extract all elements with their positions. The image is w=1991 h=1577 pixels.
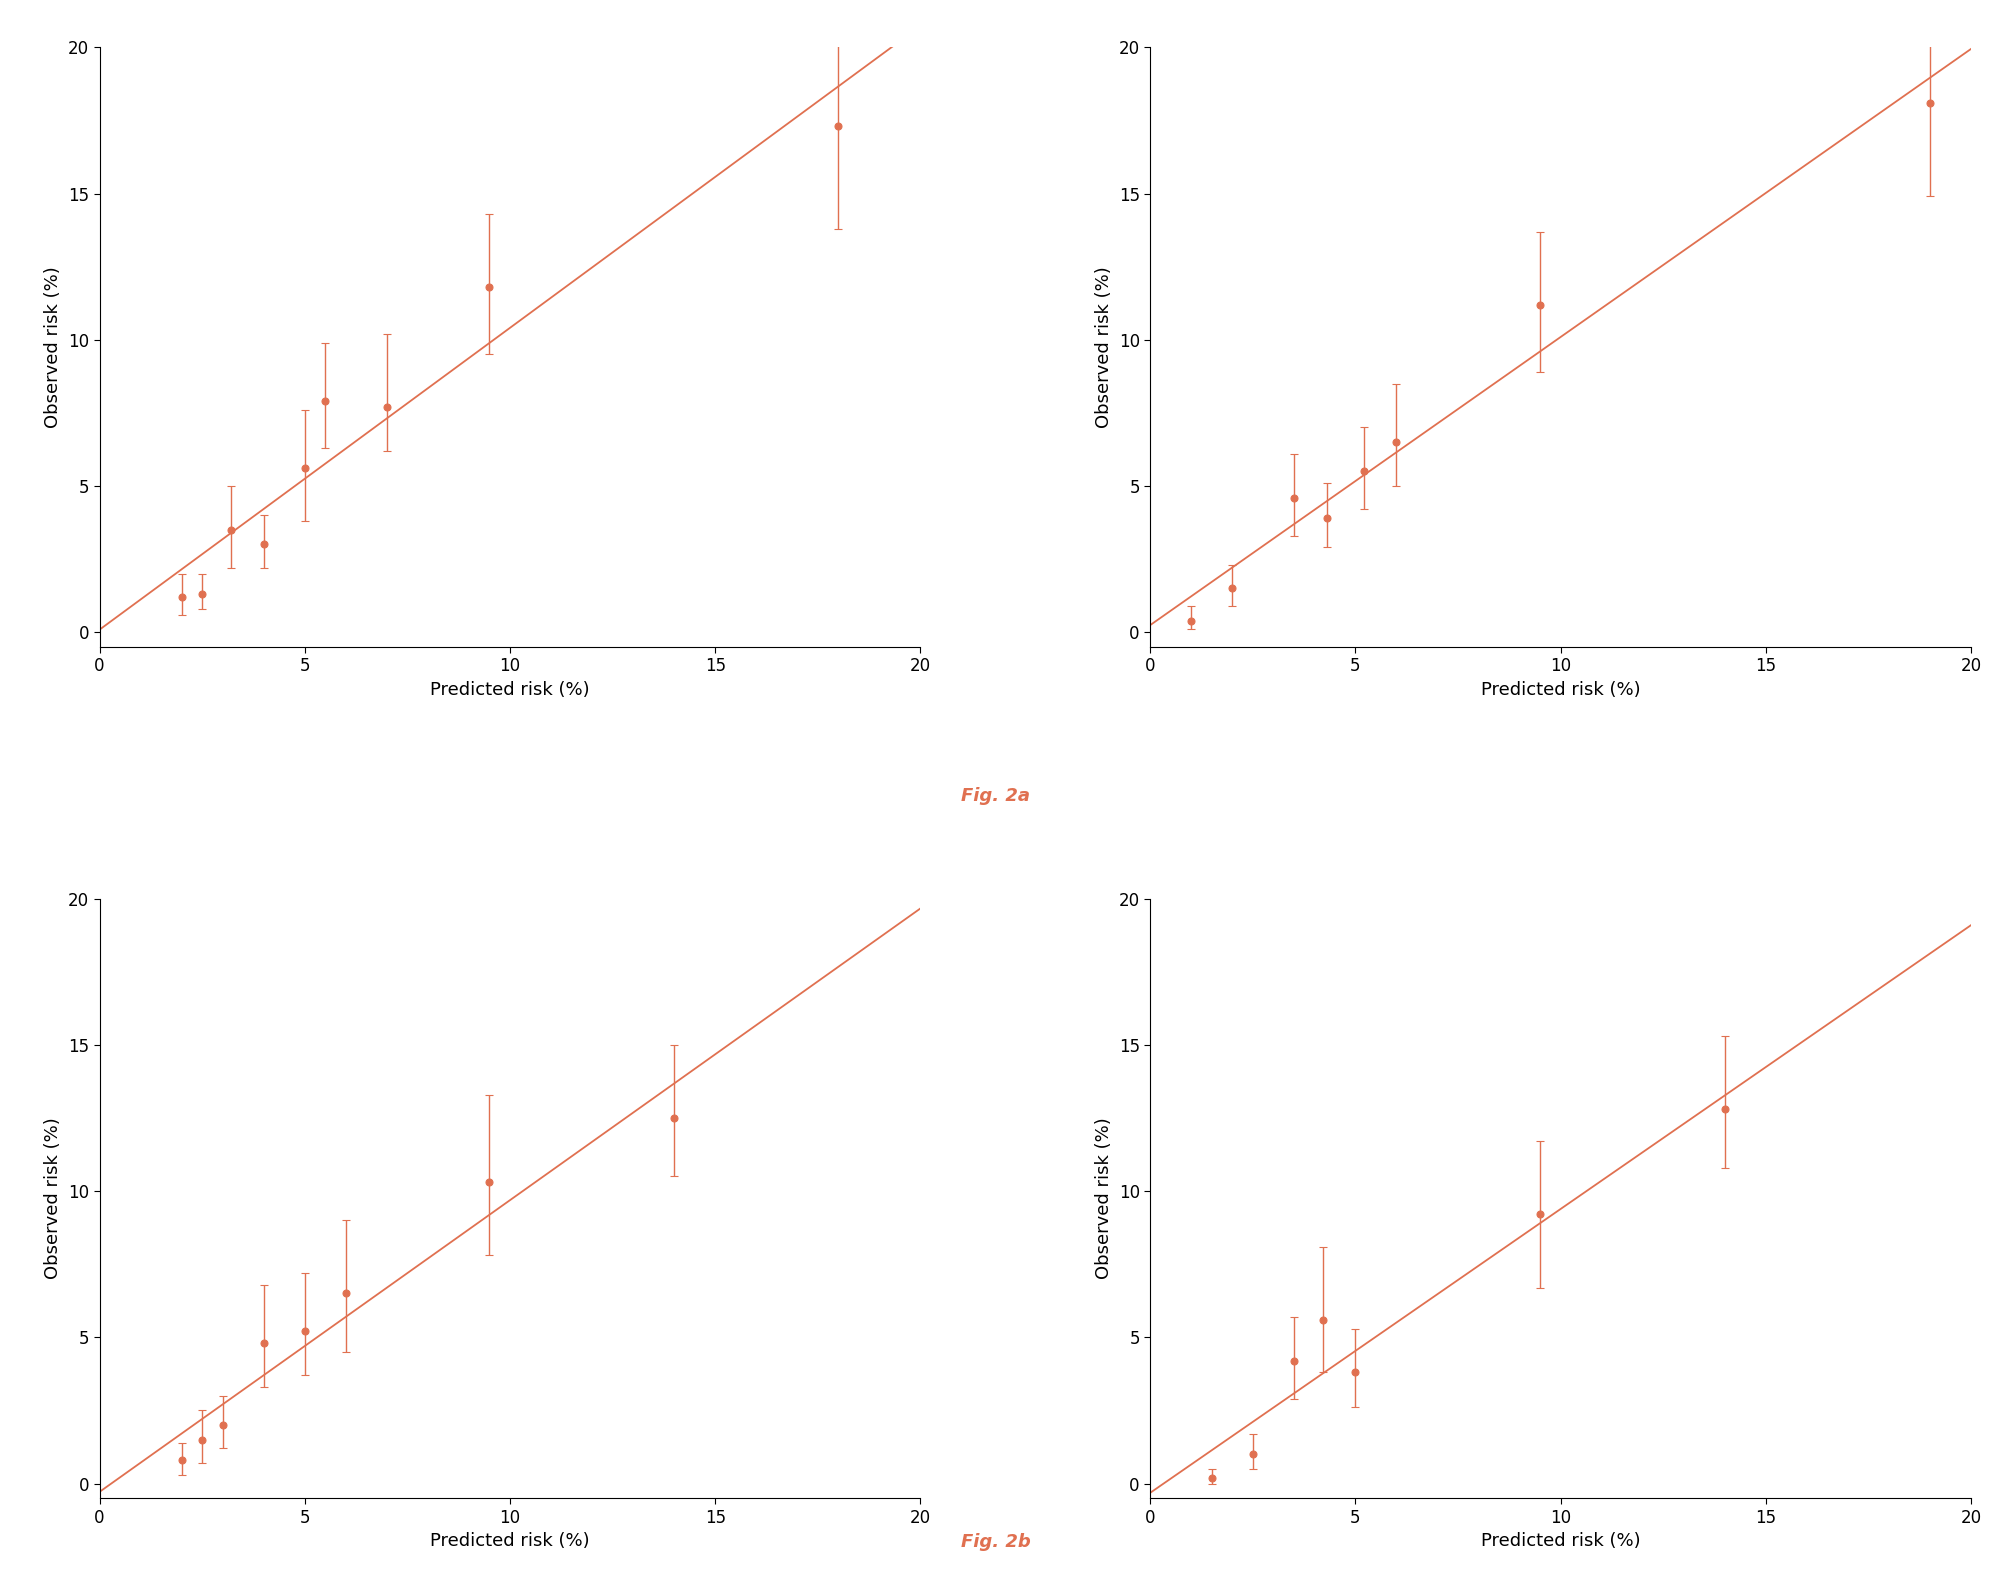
X-axis label: Predicted risk (%): Predicted risk (%)	[1481, 1533, 1641, 1550]
Y-axis label: Observed risk (%): Observed risk (%)	[44, 267, 62, 427]
Y-axis label: Observed risk (%): Observed risk (%)	[1095, 267, 1113, 427]
Y-axis label: Observed risk (%): Observed risk (%)	[44, 1118, 62, 1279]
Text: Fig. 2b: Fig. 2b	[960, 1533, 1031, 1552]
Y-axis label: Observed risk (%): Observed risk (%)	[1095, 1118, 1113, 1279]
X-axis label: Predicted risk (%): Predicted risk (%)	[430, 1533, 589, 1550]
Text: Fig. 2a: Fig. 2a	[962, 787, 1029, 806]
X-axis label: Predicted risk (%): Predicted risk (%)	[430, 681, 589, 699]
X-axis label: Predicted risk (%): Predicted risk (%)	[1481, 681, 1641, 699]
